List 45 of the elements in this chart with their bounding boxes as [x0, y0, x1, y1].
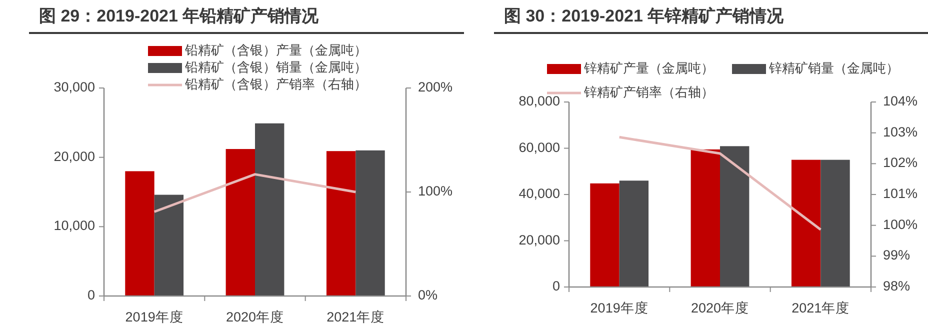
- y-tick-label: 60,000: [518, 140, 560, 155]
- y-tick-label: 20,000: [54, 148, 95, 164]
- bar: [619, 180, 649, 287]
- bar: [820, 160, 850, 287]
- bar: [226, 149, 255, 296]
- y-tick-label: 40,000: [518, 186, 560, 202]
- bar: [720, 146, 750, 287]
- y2-tick-label: 99%: [883, 248, 910, 263]
- x-tick-label: 2021年度: [792, 300, 850, 316]
- y2-tick-label: 200%: [418, 80, 453, 95]
- chart-title: 图 29：2019-2021 年铅精矿产销情况: [39, 6, 320, 26]
- bar: [154, 194, 184, 296]
- y2-tick-label: 98%: [883, 278, 910, 294]
- x-tick-label: 2020年度: [226, 310, 284, 325]
- y-tick-label: 20,000: [518, 232, 560, 248]
- bar: [255, 123, 284, 296]
- chart-title: 图 30：2019-2021 年锌精矿产销情况: [504, 6, 785, 26]
- y2-tick-label: 101%: [883, 186, 918, 202]
- bar: [125, 171, 154, 296]
- y-tick-label: 0: [552, 278, 560, 294]
- bar: [791, 160, 821, 287]
- x-tick-label: 2019年度: [125, 310, 184, 325]
- bar: [356, 150, 385, 296]
- y2-tick-label: 0%: [418, 288, 438, 303]
- legend-label: 铅精矿（含银）销量（金属吨）: [184, 59, 367, 74]
- y2-tick-label: 104%: [883, 94, 918, 109]
- bar: [590, 183, 620, 287]
- y2-tick-label: 100%: [418, 184, 453, 199]
- x-tick-label: 2021年度: [326, 310, 385, 325]
- y2-tick-label: 100%: [883, 216, 918, 232]
- y-tick-label: 0: [87, 288, 95, 303]
- y-tick-label: 10,000: [54, 218, 95, 234]
- x-tick-label: 2019年度: [590, 300, 648, 316]
- legend-label: 锌精矿销量（金属吨）: [768, 60, 899, 76]
- legend-label: 锌精矿产销率（右轴）: [583, 84, 714, 100]
- bar: [690, 149, 720, 287]
- x-tick-label: 2020年度: [690, 300, 750, 316]
- bar: [326, 151, 356, 296]
- y2-tick-label: 103%: [883, 124, 918, 140]
- y-tick-label: 80,000: [518, 94, 560, 109]
- legend-label: 铅精矿（含银）产量（金属吨）: [184, 42, 367, 58]
- y-tick-label: 30,000: [54, 80, 95, 95]
- legend-label: 铅精矿（含银）产销率（右轴）: [184, 76, 367, 92]
- legend-label: 锌精矿产量（金属吨）: [583, 60, 714, 76]
- y2-tick-label: 102%: [883, 155, 918, 170]
